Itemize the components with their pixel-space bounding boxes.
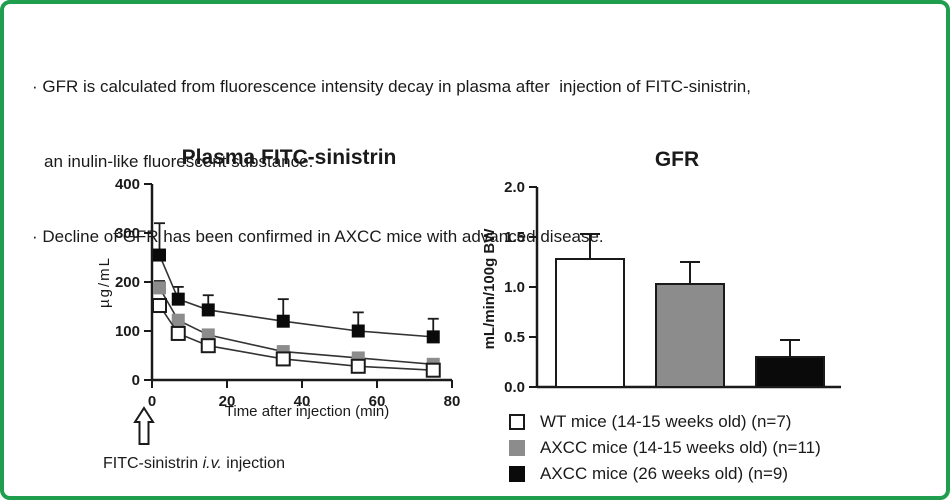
- legend-item-axcc-26: AXCC mice (26 weeks old) (n=9): [509, 464, 821, 484]
- data-point: [201, 328, 215, 342]
- data-point: [276, 314, 290, 328]
- legend-item-wt: WT mice (14-15 weeks old) (n=7): [509, 412, 821, 432]
- right-y-axis-label: mL/min/100g BW: [481, 228, 498, 350]
- legend-label: AXCC mice (26 weeks old) (n=9): [540, 464, 789, 483]
- y-tick-label: 0.0: [504, 379, 525, 396]
- data-point: [275, 351, 291, 367]
- injection-caption: FITC-sinistrin i.v. injection: [103, 455, 285, 472]
- gfr-bar-chart: GFR mL/min/100g BW 0.0 0.5 1.0 1.5 2.0: [481, 148, 841, 396]
- left-x-axis-label: Time after injection (min): [225, 403, 390, 420]
- left-chart-title: Plasma FITC-sinistrin: [182, 146, 397, 169]
- note-line-3: · Decline of GFR has been confirmed in A…: [32, 227, 604, 246]
- data-point: [426, 330, 440, 344]
- data-point: [171, 292, 185, 306]
- axcc-26-marker-icon: [509, 466, 525, 482]
- y-tick-label: 0.5: [504, 329, 525, 346]
- series-line: [158, 287, 434, 366]
- plasma-fitc-sinistrin-chart: Plasma FITC-sinistrin µg/mL 010020030040…: [96, 146, 460, 472]
- wt-marker-icon: [509, 414, 525, 430]
- left-chart-series: [152, 222, 441, 378]
- data-point: [171, 313, 185, 327]
- right-chart-title: GFR: [655, 148, 699, 171]
- data-point: [350, 358, 366, 374]
- y-tick-label: 200: [115, 274, 140, 291]
- axcc-14-15-marker-icon: [509, 440, 525, 456]
- data-point: [200, 338, 216, 354]
- x-tick-label: 40: [294, 393, 311, 410]
- injection-arrow-icon: [133, 406, 155, 445]
- data-point: [201, 303, 215, 317]
- y-tick-label: 0: [132, 372, 140, 389]
- series-axcc-26: [153, 222, 440, 344]
- y-tick-label: 2.0: [504, 179, 525, 196]
- y-tick-label: 1.0: [504, 279, 525, 296]
- y-tick-label: 1.5: [504, 229, 525, 246]
- data-point: [153, 248, 166, 262]
- series-axcc-14-15: [153, 280, 440, 371]
- left-y-axis-label: µg/mL: [96, 256, 113, 308]
- header-notes: · GFR is calculated from fluorescence in…: [32, 24, 751, 299]
- legend-label: AXCC mice (14-15 weeks old) (n=11): [540, 438, 821, 457]
- series-wt: [152, 298, 441, 378]
- x-tick-label: 80: [444, 393, 461, 410]
- y-tick-label: 100: [115, 323, 140, 340]
- series-line: [158, 254, 434, 338]
- data-point: [351, 324, 365, 338]
- right-chart-bars: [555, 233, 825, 388]
- x-tick-label: 0: [148, 393, 156, 410]
- note-line-2: an inulin-like fluorescent substance.: [44, 152, 314, 171]
- y-tick-label: 400: [115, 176, 140, 193]
- bar: [655, 283, 725, 388]
- note-line-1: · GFR is calculated from fluorescence in…: [32, 77, 751, 96]
- bar: [755, 356, 825, 388]
- left-chart-axes: 0 100 200 300 400 0 20 40 60 80: [115, 176, 460, 410]
- legend: WT mice (14-15 weeks old) (n=7) AXCC mic…: [509, 412, 821, 484]
- y-tick-label: 300: [115, 225, 140, 242]
- data-point: [152, 298, 167, 314]
- data-point: [153, 281, 166, 295]
- legend-label: WT mice (14-15 weeks old) (n=7): [540, 412, 792, 431]
- x-tick-label: 20: [219, 393, 236, 410]
- bar: [555, 258, 625, 388]
- legend-item-axcc-14-15: AXCC mice (14-15 weeks old) (n=11): [509, 438, 821, 458]
- data-point: [170, 325, 186, 341]
- data-point: [425, 362, 441, 378]
- x-tick-label: 60: [369, 393, 386, 410]
